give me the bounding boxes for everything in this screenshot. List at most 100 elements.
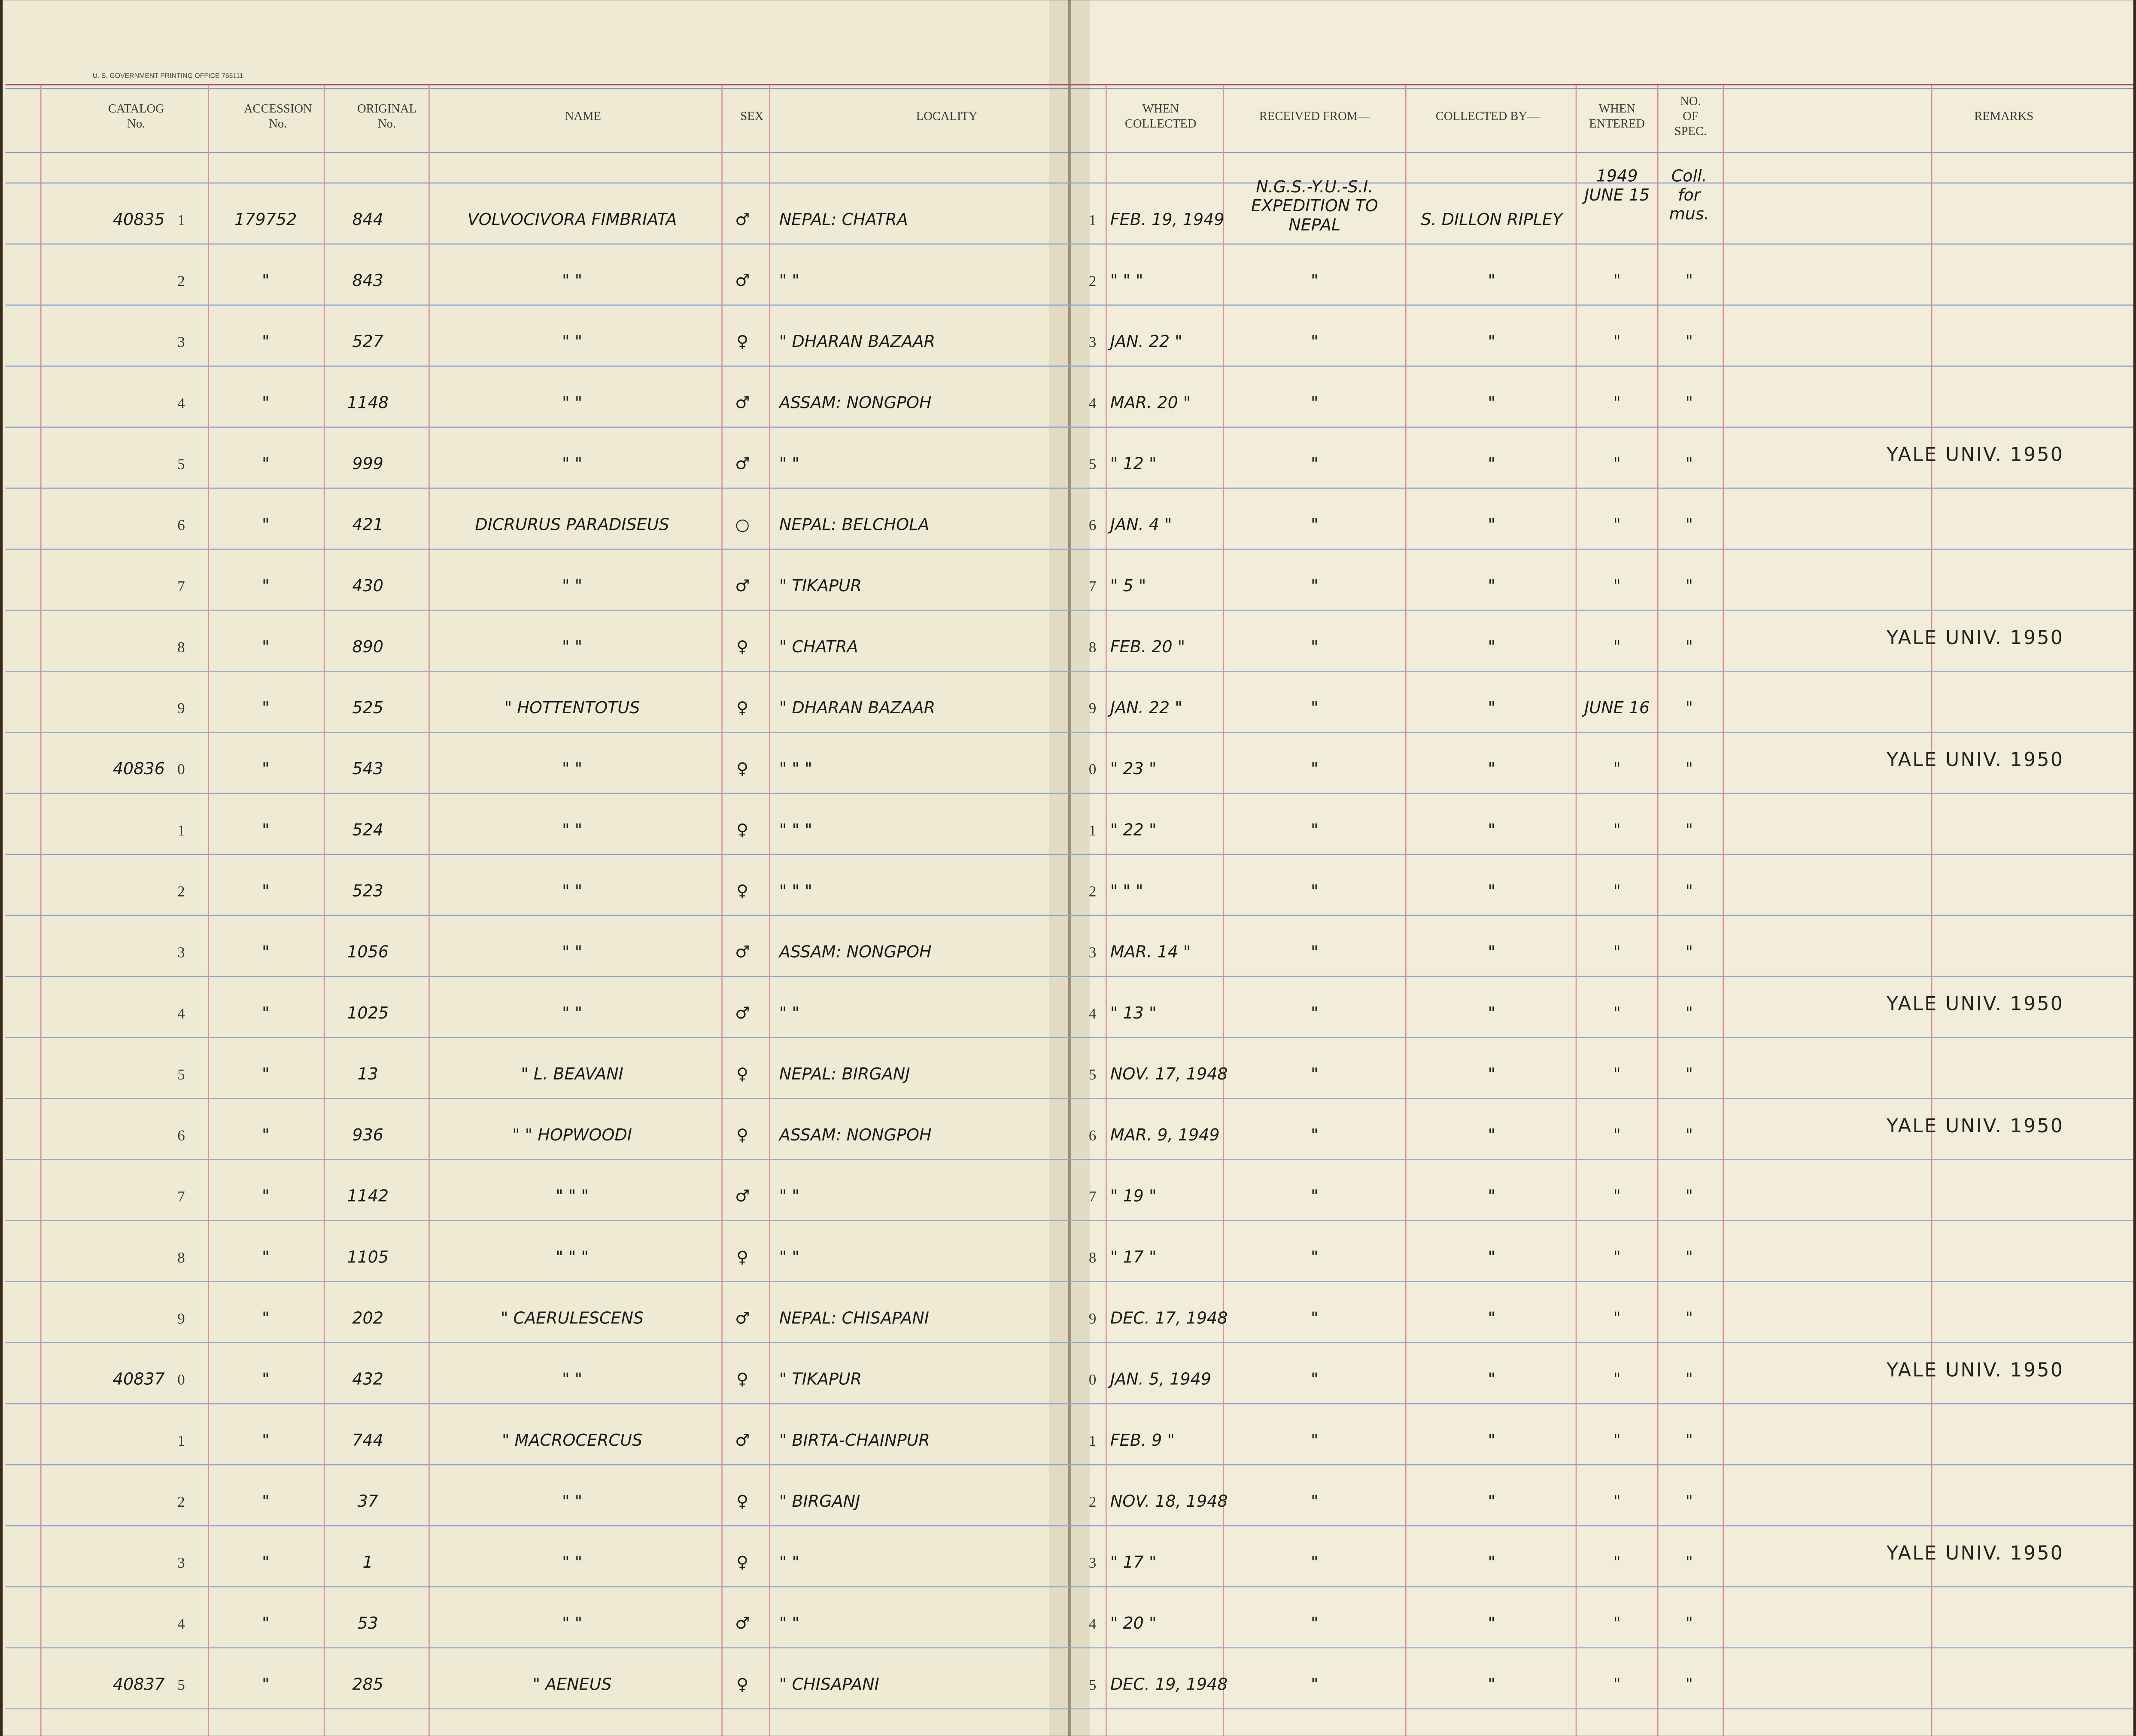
cell-rec: ": [1311, 1125, 1319, 1144]
cell-name: " ": [562, 332, 582, 351]
cell-by: ": [1488, 942, 1495, 961]
cell-orig: 13: [357, 1064, 378, 1083]
cell-when: FEB. 9 ": [1110, 1431, 1175, 1450]
cell-sex: ♂: [735, 1614, 750, 1633]
cell-when: FEB. 19, 1949: [1110, 210, 1224, 229]
cell-n: 1: [177, 822, 185, 839]
cell-by: ": [1488, 393, 1495, 412]
cell-n: 4: [177, 1615, 185, 1632]
cell-when: " 17 ": [1110, 1553, 1157, 1572]
cell-spec: ": [1686, 1675, 1693, 1693]
cell-name: " CAERULESCENS: [501, 1308, 644, 1327]
cell-d: 8: [1089, 1249, 1096, 1266]
cell-spec: ": [1686, 1614, 1693, 1633]
column-header: NAME: [565, 110, 601, 123]
cell-sex: ♂: [735, 454, 750, 473]
cell-rec: ": [1311, 1553, 1319, 1572]
cell-by: ": [1488, 820, 1495, 839]
cell-rec: ": [1311, 1003, 1319, 1022]
cell-line: N.G.S.-Y.U.-S.I.: [1256, 177, 1373, 196]
cell-rec: ": [1311, 1675, 1319, 1693]
column-header: ACCESSION: [244, 102, 312, 116]
cell-by: ": [1488, 1247, 1495, 1266]
cell-ent: ": [1613, 1247, 1621, 1266]
cell-d: 9: [1089, 1310, 1096, 1327]
cell-spec: ": [1686, 942, 1693, 961]
cell-spec: ": [1686, 454, 1693, 473]
cell-orig: 844: [352, 210, 383, 229]
cell-ent: ": [1613, 1064, 1621, 1083]
cell-name: " ": [562, 393, 582, 412]
cell-acc: ": [262, 515, 270, 534]
cell-ent: ": [1613, 820, 1621, 839]
cell-orig: 744: [352, 1431, 383, 1450]
cell-by: ": [1488, 1614, 1495, 1633]
cell-sex: ♂: [735, 1186, 750, 1205]
cell-ent: ": [1613, 1431, 1621, 1450]
cell-d: 7: [1089, 578, 1096, 595]
cell-when: " 23 ": [1110, 759, 1157, 778]
cell-by: ": [1488, 515, 1495, 534]
cell-rem: YALE UNIV. 1950: [1886, 749, 2064, 771]
cell-d: 2: [1089, 1493, 1096, 1510]
cell-orig: 285: [352, 1675, 383, 1693]
cell-n: 2: [177, 883, 185, 900]
entries: U. S. GOVERNMENT PRINTING OFFICE 765111 C…: [93, 72, 2064, 1693]
cell-n: 7: [177, 578, 185, 595]
cell-acc: ": [262, 1247, 270, 1266]
cell-n: 0: [177, 761, 185, 778]
column-header: CATALOG: [108, 102, 164, 116]
cell-when: " 5 ": [1110, 576, 1146, 595]
cell-loc: " CHATRA: [779, 637, 858, 656]
cell-orig: 202: [352, 1308, 383, 1327]
cell-spec: ": [1686, 759, 1693, 778]
cell-n: 3: [177, 1554, 185, 1571]
cell-ent: ": [1613, 393, 1621, 412]
cell-orig: 543: [352, 759, 383, 778]
right-page: [1070, 0, 2133, 1736]
cell-ent: ": [1613, 1614, 1621, 1633]
cell-when: FEB. 20 ": [1110, 637, 1185, 656]
cell-spec: ": [1686, 820, 1693, 839]
cell-rec: N.G.S.-Y.U.-S.I. EXPEDITION TO NEPAL: [1251, 177, 1378, 234]
cell-name: VOLVOCIVORA FIMBRIATA: [468, 210, 677, 229]
column-header: COLLECTED BY—: [1436, 110, 1540, 123]
cell-by: ": [1488, 271, 1495, 290]
cell-loc: " BIRTA-CHAINPUR: [779, 1431, 930, 1450]
cell-acc: ": [262, 271, 270, 290]
cell-name: " ": [562, 576, 582, 595]
cell-loc: " " ": [779, 820, 812, 839]
cell-d: 4: [1089, 1615, 1096, 1632]
cell-loc: " ": [779, 1186, 799, 1205]
cell-d: 1: [1089, 1432, 1096, 1449]
cell-acc: ": [262, 1370, 270, 1389]
cell-name: " L. BEAVANI: [521, 1064, 623, 1083]
cell-rem: YALE UNIV. 1950: [1886, 1115, 2064, 1137]
cell-ent: ": [1613, 881, 1621, 900]
column-header: ENTERED: [1589, 117, 1645, 131]
cell-rec: ": [1311, 1247, 1319, 1266]
cell-loc: " ": [779, 1553, 799, 1572]
cell-by: ": [1488, 698, 1495, 717]
cell-rec: ": [1311, 454, 1319, 473]
cell-catalog: 40837: [113, 1675, 165, 1693]
cell-ent: ": [1613, 271, 1621, 290]
cell-ent: ": [1613, 1492, 1621, 1511]
cell-n: 2: [177, 273, 185, 289]
cell-ent: 1949 JUNE 15: [1581, 166, 1650, 204]
cell-ent: ": [1613, 637, 1621, 656]
cell-name: " " ": [556, 1186, 589, 1205]
cell-n: 3: [177, 334, 185, 350]
cell-d: 6: [1089, 1127, 1096, 1144]
cell-loc: NEPAL: BELCHOLA: [779, 515, 930, 534]
cell-n: 0: [177, 1371, 185, 1388]
cell-d: 7: [1089, 1188, 1096, 1205]
cell-when: MAR. 14 ": [1110, 942, 1191, 961]
cell-n: 9: [177, 1310, 185, 1327]
cell-by: ": [1488, 881, 1495, 900]
cell-when: " 20 ": [1110, 1614, 1157, 1633]
cell-name: " ": [562, 942, 582, 961]
cell-n: 5: [177, 456, 185, 472]
cell-ent: ": [1613, 1370, 1621, 1389]
cell-rec: ": [1311, 1064, 1319, 1083]
